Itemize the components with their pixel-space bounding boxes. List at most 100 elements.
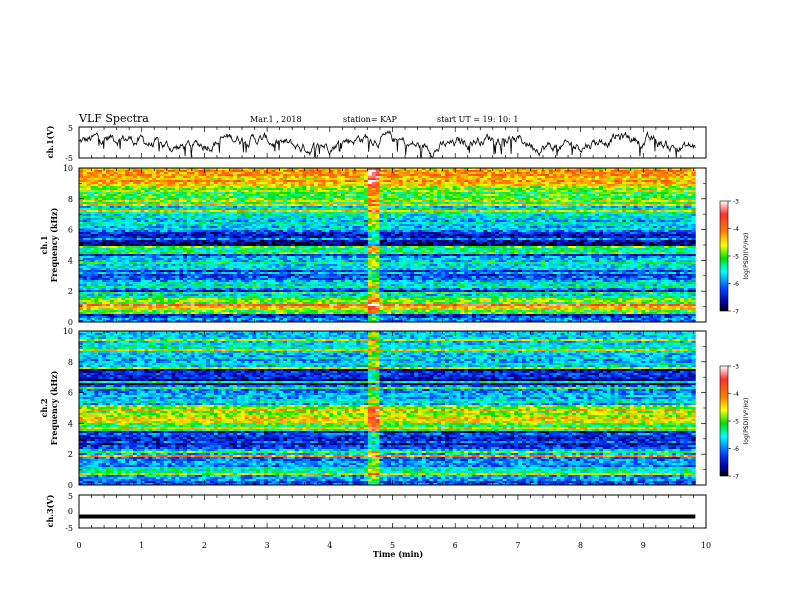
spectrogram-cell	[676, 226, 681, 229]
spectrogram-cell	[206, 214, 211, 217]
spectrogram-cell	[379, 208, 384, 211]
spectrogram-cell	[190, 186, 195, 189]
spectrogram-cell	[206, 204, 211, 207]
spectrogram-cell	[121, 220, 126, 223]
spectrogram-cell	[86, 176, 91, 179]
spectrogram-cell	[641, 190, 646, 193]
spectrogram-cell	[206, 200, 211, 203]
spectrogram-cell	[575, 190, 581, 193]
spectrogram-cell	[664, 224, 669, 227]
spectrogram-cell	[310, 202, 315, 205]
spectrogram-cell	[602, 224, 608, 227]
spectrogram-cell	[560, 192, 565, 195]
spectrogram-cell	[633, 190, 638, 193]
spectrogram-cell	[425, 196, 430, 199]
spectrogram-cell	[495, 224, 500, 227]
spectrogram-cell	[614, 194, 619, 197]
spectrogram-cell	[406, 184, 411, 187]
spectrogram-cell	[583, 182, 588, 185]
spectrogram-cell	[248, 180, 253, 183]
spectrogram-cell	[475, 186, 481, 189]
spectrogram-cell	[109, 192, 115, 195]
spectrogram-cell	[271, 212, 276, 215]
spectrogram-cell	[529, 220, 534, 223]
spectrogram-cell	[217, 170, 222, 173]
spectrogram-cell	[514, 224, 519, 227]
spectrogram-cell	[672, 190, 677, 193]
spectrogram-cell	[491, 216, 496, 219]
spectrogram-cell	[518, 208, 523, 211]
spectrogram-cell	[198, 222, 203, 225]
spectrogram-cell	[456, 204, 461, 207]
spectrogram-cell	[225, 170, 230, 173]
spectrogram-cell	[510, 180, 515, 183]
spectrogram-cell	[267, 182, 272, 185]
spectrogram-cell	[367, 202, 373, 205]
spectrogram-cell	[672, 204, 677, 207]
spectrogram-cell	[468, 212, 473, 215]
spectrogram-cell	[522, 222, 527, 225]
spectrogram-cell	[225, 192, 230, 195]
spectrogram-cell	[452, 200, 457, 203]
spectrogram-cell	[360, 178, 365, 181]
spectrogram-cell	[564, 226, 569, 229]
spectrogram-cell	[121, 212, 126, 215]
spectrogram-cell	[94, 180, 99, 183]
spectrogram-cell	[105, 174, 111, 177]
spectrogram-cell	[167, 178, 172, 181]
spectrogram-cell	[240, 174, 246, 177]
spectrogram-cell	[383, 172, 388, 175]
spectrogram-cell	[317, 228, 323, 231]
spectrogram-cell	[568, 182, 573, 185]
spectrogram-cell	[375, 206, 380, 209]
spectrogram-cell	[121, 216, 126, 219]
spectrogram-cell	[86, 204, 91, 207]
spectrogram-cell	[167, 214, 172, 217]
spectrogram-cell	[233, 182, 238, 185]
spectrogram-cell	[348, 192, 353, 195]
spectrogram-cell	[102, 174, 107, 177]
spectrogram-cell	[156, 196, 161, 199]
spectrogram-cell	[356, 180, 361, 183]
spectrogram-cell	[479, 210, 484, 213]
spectrogram-cell	[105, 184, 111, 187]
spectrogram-cell	[256, 212, 261, 215]
spectrogram-cell	[460, 172, 465, 175]
spectrogram-cell	[599, 174, 604, 177]
spectrogram-cell	[564, 208, 569, 211]
spectrogram-cell	[340, 188, 346, 191]
spectrogram-cell	[398, 196, 403, 199]
spectrogram-cell	[129, 174, 134, 177]
spectrogram-cell	[229, 228, 234, 231]
spectrogram-cell	[290, 212, 296, 215]
spectrogram-cell	[394, 200, 400, 203]
spectrogram-cell	[340, 206, 346, 209]
spectrogram-cell	[599, 216, 604, 219]
spectrogram-cell	[86, 226, 91, 229]
spectrogram-cell	[213, 214, 219, 217]
spectrogram-cell	[267, 200, 272, 203]
spectrogram-cell	[468, 222, 473, 225]
spectrogram-cell	[329, 212, 334, 215]
spectrogram-cell	[82, 186, 88, 189]
spectrogram-cell	[121, 186, 126, 189]
spectrogram-cell	[687, 178, 692, 181]
spectrogram-cell	[383, 204, 388, 207]
spectrogram-cell	[306, 192, 311, 195]
spectrogram-cell	[691, 196, 696, 199]
spectrogram-cell	[545, 218, 550, 221]
spectrogram-cell	[645, 212, 650, 215]
spectrogram-cell	[448, 226, 454, 229]
spectrogram-cell	[256, 168, 261, 171]
spectrogram-cell	[90, 194, 95, 197]
spectrogram-cell	[352, 170, 357, 173]
spectrogram-cell	[348, 208, 353, 211]
spectrogram-cell	[260, 220, 265, 223]
spectrogram-cell	[541, 182, 546, 185]
spectrogram-cell	[263, 178, 269, 181]
spectrogram-cell	[429, 168, 434, 171]
spectrogram-cell	[94, 176, 99, 179]
spectrogram-cell	[452, 216, 457, 219]
spectrogram-cell	[240, 188, 246, 191]
spectrogram-cell	[94, 170, 99, 173]
